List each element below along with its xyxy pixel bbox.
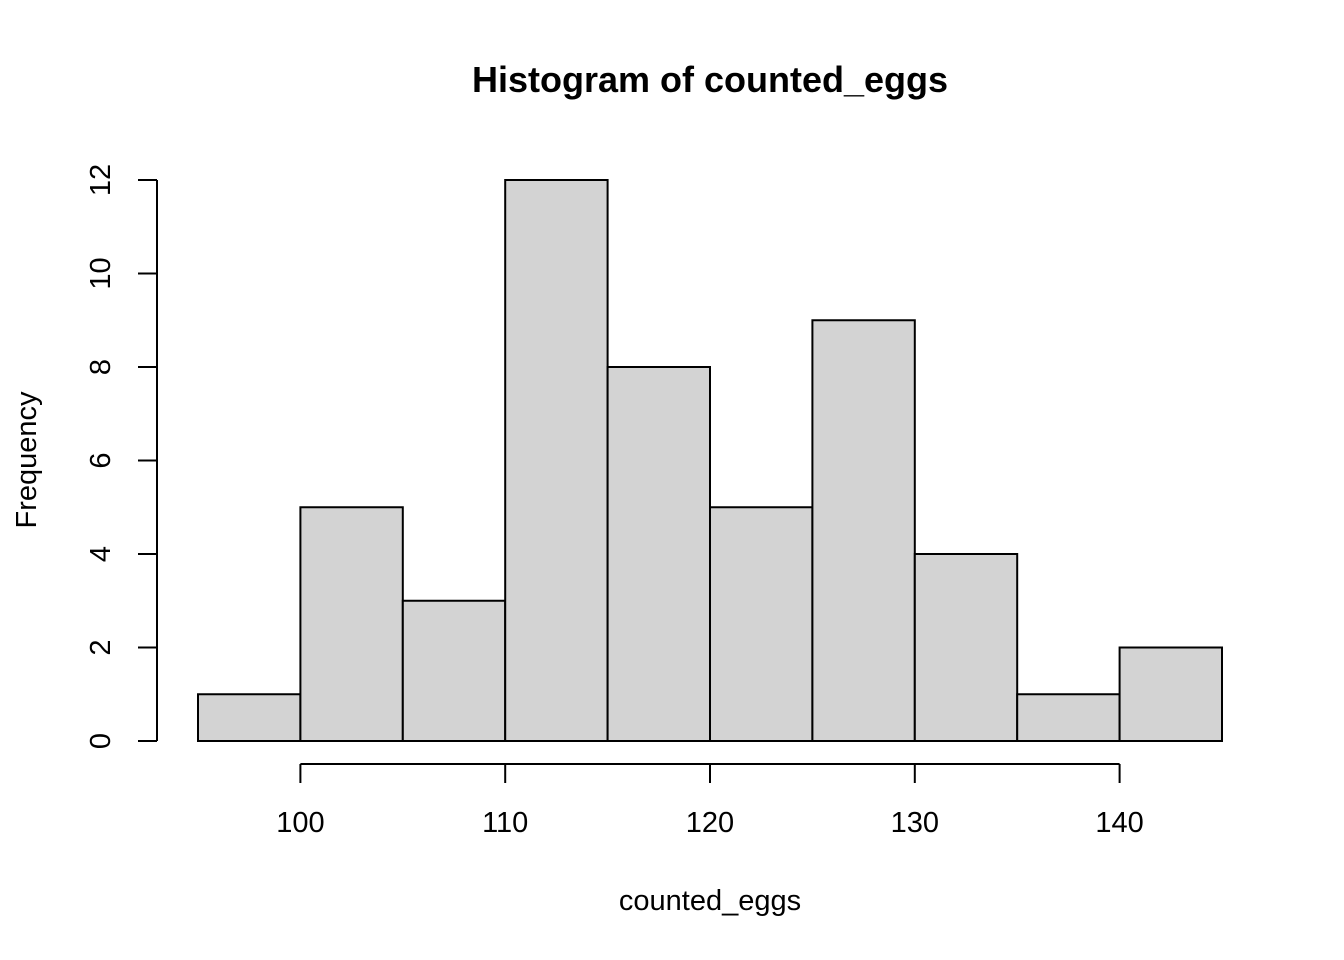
y-tick-label: 6 [85,452,117,468]
y-tick-label: 8 [85,359,117,375]
histogram-bar-130-135 [913,553,1019,742]
y-tick-label: 12 [85,164,117,196]
x-axis-label: counted_eggs [619,885,801,917]
histogram-bar-95-100 [197,693,302,742]
histogram-bar-135-140 [1016,693,1121,742]
histogram-bar-105-110 [401,599,507,742]
x-axis: 100 110 120 130 140 [276,763,1144,839]
chart-title: Histogram of counted_eggs [472,59,948,100]
x-tick-label: 130 [891,807,939,839]
x-tick-label: 110 [482,807,528,839]
y-tick-label: 0 [85,733,117,749]
histogram-bar-100-105 [299,506,404,742]
y-tick-label: 4 [85,546,117,562]
y-axis: 0 2 4 6 8 10 12 [85,164,158,749]
histogram-bar-140-145 [1118,646,1223,742]
histogram-bar-120-125 [709,506,814,742]
histogram-bar-115-120 [606,366,711,742]
bars-group [197,179,1223,742]
y-tick-label: 10 [85,257,117,289]
x-tick-label: 100 [276,807,324,839]
histogram-bar-125-130 [811,319,916,742]
y-tick-label: 2 [85,639,117,655]
histogram-bar-110-115 [504,179,609,742]
x-tick-label: 120 [686,807,734,839]
y-axis-label: Frequency [11,391,43,529]
x-tick-label: 140 [1095,807,1143,839]
